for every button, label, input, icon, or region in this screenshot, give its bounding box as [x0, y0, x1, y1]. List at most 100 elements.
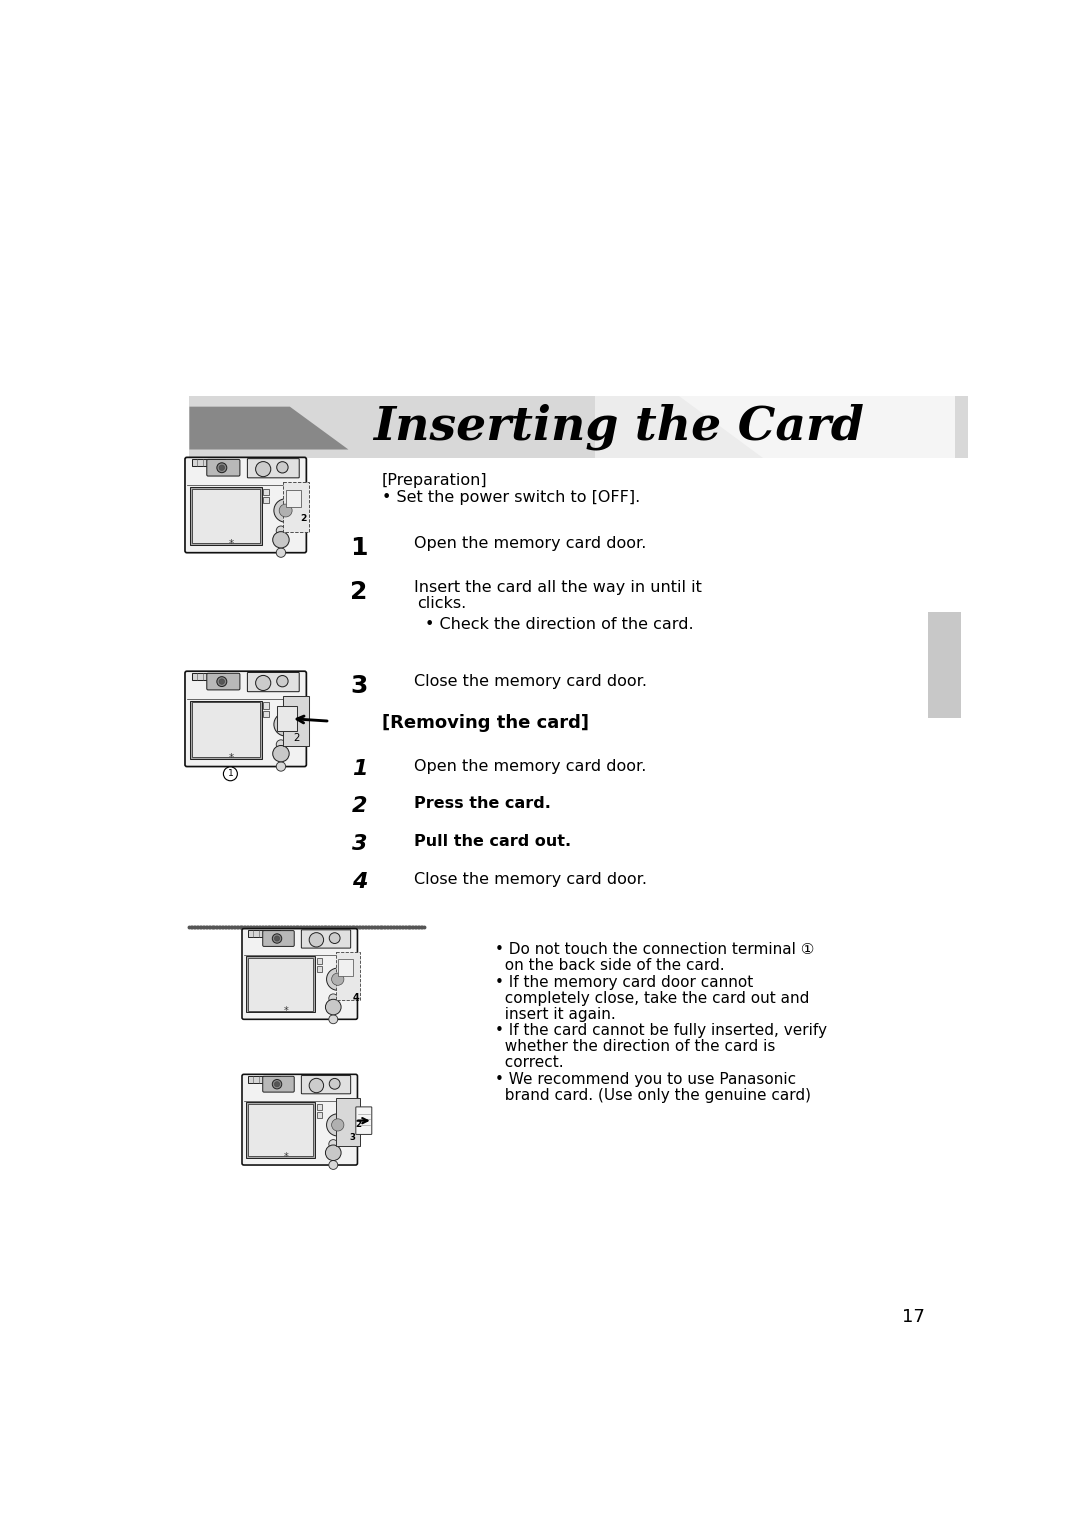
Text: clicks.: clicks.: [417, 595, 467, 610]
Circle shape: [309, 1079, 324, 1093]
Circle shape: [276, 761, 285, 771]
FancyBboxPatch shape: [247, 673, 299, 691]
Text: whether the direction of the card is: whether the direction of the card is: [495, 1039, 775, 1054]
Bar: [264, 711, 269, 717]
Text: 2: 2: [300, 514, 307, 523]
FancyBboxPatch shape: [242, 929, 357, 1019]
Bar: [190, 700, 261, 760]
Bar: [336, 952, 360, 1000]
Bar: [286, 490, 301, 507]
Text: 3: 3: [349, 1132, 355, 1141]
Text: on the back side of the card.: on the back side of the card.: [495, 958, 725, 974]
Circle shape: [272, 934, 282, 943]
Circle shape: [325, 1144, 341, 1161]
Bar: [338, 960, 353, 977]
Circle shape: [273, 746, 289, 761]
Bar: [246, 1102, 315, 1158]
Bar: [190, 487, 261, 545]
Text: *: *: [229, 539, 234, 549]
Polygon shape: [189, 406, 349, 450]
FancyBboxPatch shape: [185, 671, 307, 766]
Bar: [316, 958, 322, 964]
Circle shape: [276, 740, 285, 749]
Bar: [191, 488, 260, 543]
Bar: [248, 931, 280, 937]
Bar: [246, 957, 315, 1012]
Circle shape: [328, 1151, 338, 1158]
Circle shape: [276, 526, 285, 536]
Text: 3: 3: [352, 835, 367, 855]
Circle shape: [332, 974, 343, 986]
Bar: [928, 612, 961, 717]
Text: Press the card.: Press the card.: [414, 797, 551, 812]
Text: • If the memory card door cannot: • If the memory card door cannot: [495, 975, 753, 989]
Text: 2: 2: [352, 797, 367, 816]
Circle shape: [276, 537, 285, 546]
Circle shape: [276, 462, 288, 473]
Circle shape: [328, 993, 338, 1003]
Circle shape: [217, 462, 227, 473]
Circle shape: [328, 1015, 338, 1024]
FancyBboxPatch shape: [185, 458, 307, 552]
Text: *: *: [284, 1152, 288, 1163]
Text: 1: 1: [350, 536, 367, 560]
Text: correct.: correct.: [495, 1056, 564, 1070]
FancyBboxPatch shape: [301, 929, 351, 948]
Circle shape: [219, 465, 225, 470]
Circle shape: [329, 1079, 340, 1090]
Bar: [278, 707, 297, 731]
Text: 2: 2: [293, 732, 299, 743]
Text: 3: 3: [350, 674, 367, 699]
Circle shape: [274, 1082, 280, 1087]
Text: 1: 1: [228, 769, 233, 778]
Text: • Check the direction of the card.: • Check the direction of the card.: [424, 617, 693, 632]
Circle shape: [273, 531, 289, 548]
Text: insert it again.: insert it again.: [495, 1007, 616, 1022]
Bar: [264, 702, 269, 708]
Text: 4: 4: [352, 993, 359, 1004]
Text: • We recommend you to use Panasonic: • We recommend you to use Panasonic: [495, 1071, 796, 1087]
Text: Close the memory card door.: Close the memory card door.: [414, 871, 647, 887]
Circle shape: [326, 967, 349, 990]
Bar: [248, 1103, 313, 1157]
Circle shape: [309, 932, 324, 948]
Circle shape: [328, 1140, 338, 1149]
Bar: [191, 702, 260, 757]
FancyBboxPatch shape: [262, 1076, 294, 1093]
Polygon shape: [679, 395, 956, 458]
Bar: [248, 958, 313, 1010]
Circle shape: [276, 548, 285, 557]
Text: Close the memory card door.: Close the memory card door.: [414, 674, 647, 690]
Text: Open the memory card door.: Open the memory card door.: [414, 536, 646, 551]
Text: *: *: [284, 1007, 288, 1016]
Circle shape: [274, 935, 280, 942]
Text: completely close, take the card out and: completely close, take the card out and: [495, 990, 809, 1006]
Circle shape: [224, 768, 238, 781]
Text: *: *: [229, 754, 234, 763]
FancyBboxPatch shape: [206, 459, 240, 476]
Circle shape: [328, 1004, 338, 1013]
Bar: [283, 482, 309, 533]
Text: Open the memory card door.: Open the memory card door.: [414, 758, 646, 774]
Circle shape: [274, 499, 297, 522]
Bar: [283, 696, 309, 746]
Circle shape: [325, 1000, 341, 1015]
Circle shape: [329, 932, 340, 943]
Text: [Removing the card]: [Removing the card]: [382, 714, 589, 732]
Circle shape: [219, 679, 225, 684]
Text: 4: 4: [352, 871, 367, 891]
Text: [Preparation]: [Preparation]: [382, 473, 487, 488]
Text: 2: 2: [350, 580, 367, 604]
Bar: [264, 497, 269, 504]
Circle shape: [280, 504, 292, 517]
Circle shape: [272, 1079, 282, 1090]
Text: 1: 1: [352, 758, 367, 778]
Bar: [191, 673, 225, 681]
Bar: [189, 395, 968, 458]
Circle shape: [256, 676, 271, 690]
Bar: [248, 1076, 280, 1083]
Text: Pull the card out.: Pull the card out.: [414, 835, 571, 848]
Bar: [316, 1103, 322, 1109]
Circle shape: [256, 461, 271, 476]
Text: Insert the card all the way in until it: Insert the card all the way in until it: [414, 580, 702, 595]
